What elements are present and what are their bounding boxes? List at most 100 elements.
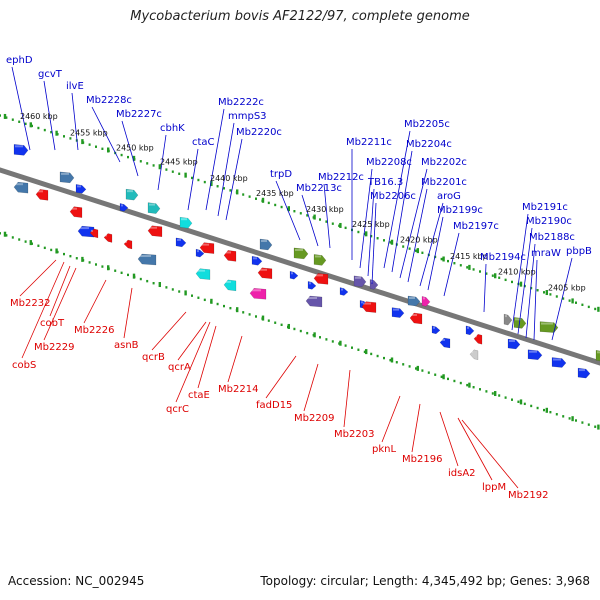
feature-body (539, 321, 559, 333)
forward-gene-feature (75, 184, 87, 194)
feature-body (421, 296, 431, 307)
tick-dot (267, 201, 270, 205)
tick-dot (485, 390, 488, 393)
feature-body (77, 225, 95, 238)
reverse-gene-label: qcrC (166, 404, 189, 415)
reverse-gene-label: idsA2 (448, 468, 476, 479)
forward-gene-feature (147, 202, 161, 214)
forward-leader (323, 183, 331, 249)
feature-highlight (441, 338, 445, 341)
tick-mark (313, 332, 316, 338)
tick-dot (101, 147, 104, 151)
feature-body (35, 189, 49, 201)
forward-gene-label: pbpB (566, 246, 592, 257)
tick-dot (562, 415, 565, 418)
upper-tick-row (0, 113, 600, 312)
forward-gene-label: aroG (437, 191, 461, 202)
tick-dot (523, 402, 526, 406)
forward-gene-feature (527, 349, 543, 360)
tick-dot (146, 162, 149, 165)
forward-gene-feature (551, 357, 567, 368)
feature-body (503, 313, 513, 326)
tick-dot (447, 259, 449, 263)
feature-highlight (423, 297, 425, 300)
tick-dot (69, 254, 72, 258)
tick-dot (549, 410, 552, 414)
axis-tick-label: 2440 kbp (210, 174, 248, 183)
tick-mark (29, 122, 32, 128)
tick-dot (293, 210, 296, 213)
forward-gene-label: Mb2190c (526, 216, 572, 227)
feature-body (175, 237, 187, 248)
feature-body (179, 216, 193, 229)
tick-dot (434, 255, 437, 259)
reverse-gene-label: ctaE (188, 390, 210, 401)
reverse-leader (343, 369, 351, 428)
tick-dot (18, 238, 21, 241)
forward-gene-feature (503, 313, 513, 326)
forward-leader (525, 243, 536, 339)
feature-highlight (307, 296, 317, 299)
forward-leader (217, 122, 235, 217)
tick-mark (287, 323, 290, 329)
reverse-leader (123, 287, 133, 339)
tick-dot (459, 381, 462, 385)
tick-dot (530, 286, 533, 290)
reverse-leader (175, 321, 211, 403)
reverse-gene-feature (313, 273, 329, 285)
forward-gene-feature (175, 237, 187, 248)
forward-leader (407, 188, 428, 283)
forward-gene-label: TB16.3 (367, 177, 403, 188)
tick-dot (363, 350, 366, 354)
tick-dot (171, 170, 174, 173)
reverse-gene-feature (103, 233, 113, 243)
tick-mark (442, 256, 445, 262)
lower-tick-row (0, 231, 600, 430)
forward-gene-feature (507, 338, 521, 350)
tick-dot (191, 294, 193, 297)
tick-dot (581, 303, 584, 307)
feature-highlight (61, 172, 69, 175)
tick-dot (248, 195, 251, 198)
forward-leader (11, 66, 31, 151)
tick-dot (63, 252, 65, 256)
tick-dot (24, 122, 27, 126)
feature-highlight (121, 204, 123, 207)
tick-dot (152, 282, 155, 285)
reverse-gene-feature (249, 288, 267, 300)
tick-dot (18, 120, 21, 123)
feature-body (13, 181, 29, 194)
tick-dot (280, 323, 283, 327)
feature-highlight (225, 251, 231, 254)
forward-gene-label: Mb2194c (480, 252, 526, 263)
tick-dot (523, 284, 526, 288)
tick-dot (587, 305, 590, 309)
tick-dot (274, 203, 277, 207)
tick-dot (127, 155, 129, 159)
reverse-leader (151, 311, 187, 351)
axis-tick-label: 2425 kbp (352, 220, 390, 229)
reverse-gene-feature (89, 228, 99, 239)
reverse-gene-label: cobS (12, 360, 36, 371)
tick-dot (511, 280, 513, 284)
feature-highlight (309, 282, 311, 285)
tick-mark (287, 206, 290, 212)
feature-highlight (509, 340, 515, 343)
tick-dot (421, 251, 424, 255)
reverse-leader (439, 411, 459, 467)
feature-body (259, 238, 273, 251)
feature-body (257, 267, 273, 280)
tick-dot (491, 274, 494, 277)
forward-gene-label: gcvT (38, 69, 63, 80)
tick-mark (158, 282, 161, 288)
tick-dot (229, 306, 232, 310)
tick-dot (63, 135, 65, 138)
forward-gene-feature (369, 279, 379, 290)
feature-highlight (471, 350, 473, 353)
forward-leader (359, 168, 373, 269)
tick-mark (55, 130, 58, 136)
forward-gene-feature (195, 248, 205, 258)
feature-body (595, 349, 600, 362)
tick-dot (479, 270, 481, 273)
forward-gene-label: Mb2199c (437, 205, 483, 216)
